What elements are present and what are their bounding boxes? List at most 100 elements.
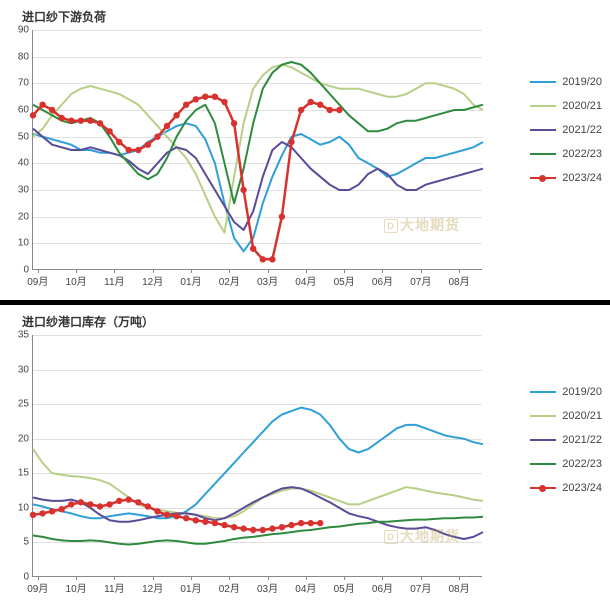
series-marker-s4 xyxy=(202,94,208,100)
y-tick-label: 10 xyxy=(18,502,33,513)
gridline xyxy=(33,243,482,244)
series-marker-s4 xyxy=(260,527,266,533)
legend-swatch xyxy=(530,153,556,155)
legend: 2019/20 2020/21 2021/22 2022/23 2023/24 xyxy=(530,380,602,500)
gridline xyxy=(33,508,482,509)
y-tick-label: 15 xyxy=(18,468,33,479)
x-tick-label: 01月 xyxy=(180,269,201,288)
legend-label: 2021/22 xyxy=(562,124,602,136)
legend-label: 2022/23 xyxy=(562,148,602,160)
legend-swatch xyxy=(530,439,556,441)
x-tick-label: 08月 xyxy=(449,269,470,288)
x-tick-label: 03月 xyxy=(257,576,278,595)
series-marker-s4 xyxy=(135,499,141,505)
series-marker-s4 xyxy=(212,520,218,526)
x-tick-label: 12月 xyxy=(142,269,163,288)
gridline xyxy=(33,30,482,31)
series-marker-s4 xyxy=(126,147,132,153)
series-marker-s4 xyxy=(193,517,199,523)
series-marker-s4 xyxy=(193,96,199,102)
series-marker-s4 xyxy=(279,524,285,530)
series-marker-s4 xyxy=(288,522,294,528)
y-tick-label: 5 xyxy=(23,537,33,548)
series-marker-s4 xyxy=(106,128,112,134)
series-marker-s4 xyxy=(135,147,141,153)
series-line-s4 xyxy=(33,97,339,260)
series-marker-s4 xyxy=(221,522,227,528)
series-line-s1 xyxy=(33,65,483,233)
series-marker-s4 xyxy=(126,496,132,502)
series-marker-s4 xyxy=(87,501,93,507)
series-marker-s4 xyxy=(308,520,314,526)
series-svg xyxy=(33,335,483,577)
series-marker-s4 xyxy=(164,123,170,129)
x-tick-label: 03月 xyxy=(257,269,278,288)
legend-item: 2023/24 xyxy=(530,166,602,190)
gridline xyxy=(33,217,482,218)
series-marker-s4 xyxy=(173,513,179,519)
legend-item: 2021/22 xyxy=(530,428,602,452)
series-marker-s4 xyxy=(116,139,122,145)
series-marker-s4 xyxy=(250,246,256,252)
series-marker-s4 xyxy=(298,520,304,526)
x-tick-label: 02月 xyxy=(219,576,240,595)
y-tick-label: 40 xyxy=(18,158,33,169)
series-line-s2 xyxy=(33,487,483,539)
series-marker-s4 xyxy=(231,524,237,530)
x-tick-label: 10月 xyxy=(66,576,87,595)
series-marker-s4 xyxy=(183,515,189,521)
y-tick-label: 20 xyxy=(18,433,33,444)
series-line-s2 xyxy=(33,129,483,230)
legend-label: 2022/23 xyxy=(562,458,602,470)
y-tick-label: 10 xyxy=(18,238,33,249)
x-tick-label: 11月 xyxy=(104,269,124,288)
legend-swatch xyxy=(530,487,556,489)
series-marker-s4 xyxy=(59,115,65,121)
series-marker-s4 xyxy=(221,99,227,105)
legend-item: 2023/24 xyxy=(530,476,602,500)
x-tick-label: 11月 xyxy=(104,576,124,595)
legend-swatch xyxy=(530,105,556,107)
legend-label: 2019/20 xyxy=(562,76,602,88)
legend-label: 2019/20 xyxy=(562,386,602,398)
legend-swatch xyxy=(530,415,556,417)
legend-swatch xyxy=(530,463,556,465)
series-marker-s4 xyxy=(231,120,237,126)
x-tick-label: 09月 xyxy=(27,576,48,595)
series-line-s4 xyxy=(33,500,320,530)
series-line-s0 xyxy=(33,408,483,519)
series-marker-s4 xyxy=(49,508,55,514)
series-marker-s4 xyxy=(164,512,170,518)
series-marker-s4 xyxy=(202,519,208,525)
x-tick-label: 07月 xyxy=(410,269,431,288)
series-marker-s4 xyxy=(269,256,275,262)
legend-swatch xyxy=(530,129,556,131)
gridline xyxy=(33,57,482,58)
legend-item: 2020/21 xyxy=(530,404,602,428)
series-marker-s4 xyxy=(39,102,45,108)
chart-port-inventory: 进口纱港口库存（万吨）0510152025303509月10月11月12月01月… xyxy=(0,305,610,611)
y-tick-label: 90 xyxy=(18,25,33,36)
legend-swatch xyxy=(530,391,556,393)
series-marker-s4 xyxy=(288,139,294,145)
gridline xyxy=(33,110,482,111)
legend-item: 2021/22 xyxy=(530,118,602,142)
x-tick-label: 05月 xyxy=(334,576,355,595)
gridline xyxy=(33,370,482,371)
gridline xyxy=(33,542,482,543)
gridline xyxy=(33,473,482,474)
legend-label: 2020/21 xyxy=(562,410,602,422)
y-tick-label: 25 xyxy=(18,399,33,410)
gridline xyxy=(33,83,482,84)
series-marker-s4 xyxy=(78,118,84,124)
y-tick-label: 70 xyxy=(18,78,33,89)
gridline xyxy=(33,190,482,191)
chart-title: 进口纱港口库存（万吨） xyxy=(22,313,154,330)
y-tick-label: 30 xyxy=(18,185,33,196)
x-tick-label: 04月 xyxy=(295,576,316,595)
y-tick-label: 50 xyxy=(18,131,33,142)
legend-swatch xyxy=(530,81,556,83)
y-tick-label: 35 xyxy=(18,330,33,341)
x-tick-label: 02月 xyxy=(219,269,240,288)
plot-area: 010203040506070809009月10月11月12月01月02月03月… xyxy=(32,30,482,270)
